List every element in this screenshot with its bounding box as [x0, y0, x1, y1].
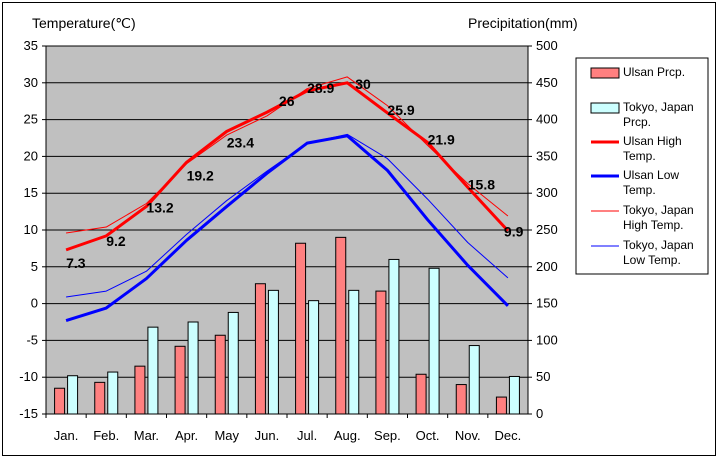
data-label-ulsan-high-3: 19.2 [187, 167, 214, 183]
left-tick-label-10: 35 [24, 38, 38, 53]
right-tick-label-5: 250 [536, 222, 558, 237]
right-tick-label-4: 200 [536, 259, 558, 274]
data-label-ulsan-high-10: 15.8 [468, 176, 495, 192]
bar-tokyo-6 [308, 300, 320, 415]
data-label-ulsan-high-8: 25.9 [387, 102, 414, 118]
bar-ulsan-8 [375, 290, 387, 415]
data-label-group: 7.3 9.2 13.2 19.2 23.4 26 28.9 30 25.9 21.9 15.8 9.… [66, 76, 524, 271]
legend-label-4: Tokyo, Japan High Temp. [623, 203, 694, 232]
line-series-group [65, 76, 510, 322]
bar-tokyo-9 [428, 267, 440, 415]
legend-swatch-0 [590, 67, 620, 79]
left-tick-label-7: 20 [24, 148, 38, 163]
legend: Ulsan Prcp. Tokyo, Japan Prcp. Ulsan High Te… [575, 57, 709, 275]
data-label-ulsan-high-1: 9.2 [106, 233, 126, 249]
left-axis-title: Temperature(℃) [32, 15, 136, 31]
left-tick-label-1: -10 [19, 369, 38, 384]
left-tick-label-8: 25 [24, 112, 38, 127]
x-tick-label-1: Feb. [93, 428, 119, 443]
right-tick-label-0: 0 [536, 406, 543, 421]
x-tick-label-5: Jun. [255, 428, 280, 443]
bar-ulsan-3 [174, 345, 186, 415]
x-tick-label-7: Aug. [334, 428, 361, 443]
bar-ulsan-11 [495, 396, 507, 415]
x-tick-label-3: Apr. [175, 428, 198, 443]
left-tick-label-2: -5 [26, 332, 38, 347]
left-tick-label-3: 0 [31, 296, 38, 311]
right-tick-label-6: 300 [536, 185, 558, 200]
data-label-ulsan-high-4: 23.4 [227, 134, 254, 150]
left-tick-label-0: -15 [19, 406, 38, 421]
bar-tokyo-1 [107, 371, 119, 415]
x-tick-label-2: Mar. [134, 428, 159, 443]
right-tick-label-9: 450 [536, 75, 558, 90]
x-tick-label-0: Jan. [54, 428, 79, 443]
right-tick-label-7: 350 [536, 148, 558, 163]
legend-label-0: Ulsan Prcp. [623, 65, 685, 79]
right-tick-label-8: 400 [536, 112, 558, 127]
bar-ulsan-0 [54, 387, 66, 415]
bar-ulsan-2 [134, 365, 146, 415]
x-tick-label-10: Nov. [455, 428, 481, 443]
bar-tokyo-10 [468, 345, 480, 415]
right-axis-title: Precipitation(mm) [468, 15, 578, 31]
data-label-ulsan-high-11: 9.9 [504, 224, 524, 240]
left-tick-label-5: 10 [24, 222, 38, 237]
bar-ulsan-4 [214, 334, 226, 415]
right-tick-label-2: 100 [536, 332, 558, 347]
legend-label-3: Ulsan Low Temp. [623, 168, 679, 197]
bar-tokyo-8 [388, 258, 400, 415]
bar-tokyo-2 [147, 326, 159, 415]
right-tick-label-3: 150 [536, 296, 558, 311]
legend-label-1: Tokyo, Japan Prcp. [623, 100, 694, 129]
bar-tokyo-4 [227, 311, 239, 415]
data-label-ulsan-high-9: 21.9 [428, 131, 455, 147]
bar-tokyo-3 [187, 321, 199, 415]
legend-box [575, 57, 709, 275]
bar-ulsan-9 [415, 373, 427, 415]
bar-tokyo-5 [267, 289, 279, 415]
bar-tokyo-0 [67, 375, 79, 415]
bar-ulsan-1 [94, 381, 106, 415]
axes-group: -15-10-505101520253035050100150200250300… [19, 38, 558, 443]
right-tick-label-10: 500 [536, 38, 558, 53]
left-tick-label-4: 5 [31, 259, 38, 274]
data-label-ulsan-high-2: 13.2 [146, 199, 173, 215]
x-tick-label-4: May [214, 428, 239, 443]
data-label-ulsan-high-0: 7.3 [66, 255, 86, 271]
ulsan-high-line [65, 81, 510, 252]
bar-ulsan-6 [295, 242, 307, 415]
bar-tokyo-7 [348, 289, 360, 415]
legend-label-5: Tokyo, Japan Low Temp. [623, 238, 694, 267]
ulsan-low-line [65, 134, 509, 322]
bar-ulsan-7 [335, 236, 347, 415]
data-label-ulsan-high-7: 30 [355, 76, 371, 92]
x-tick-label-6: Jul. [297, 428, 317, 443]
left-tick-label-6: 15 [24, 185, 38, 200]
bar-ulsan-10 [455, 384, 467, 415]
bar-ulsan-5 [254, 283, 266, 415]
bar-tokyo-11 [508, 375, 520, 415]
data-label-ulsan-high-5: 26 [279, 93, 295, 109]
legend-label-2: Ulsan High Temp. [623, 134, 682, 163]
data-label-ulsan-high-6: 28.9 [307, 80, 334, 96]
x-tick-label-9: Oct. [416, 428, 440, 443]
x-tick-label-11: Dec. [495, 428, 522, 443]
x-tick-label-8: Sep. [374, 428, 401, 443]
left-tick-label-9: 30 [24, 75, 38, 90]
right-tick-label-1: 50 [536, 369, 550, 384]
legend-swatch-1 [590, 102, 620, 114]
